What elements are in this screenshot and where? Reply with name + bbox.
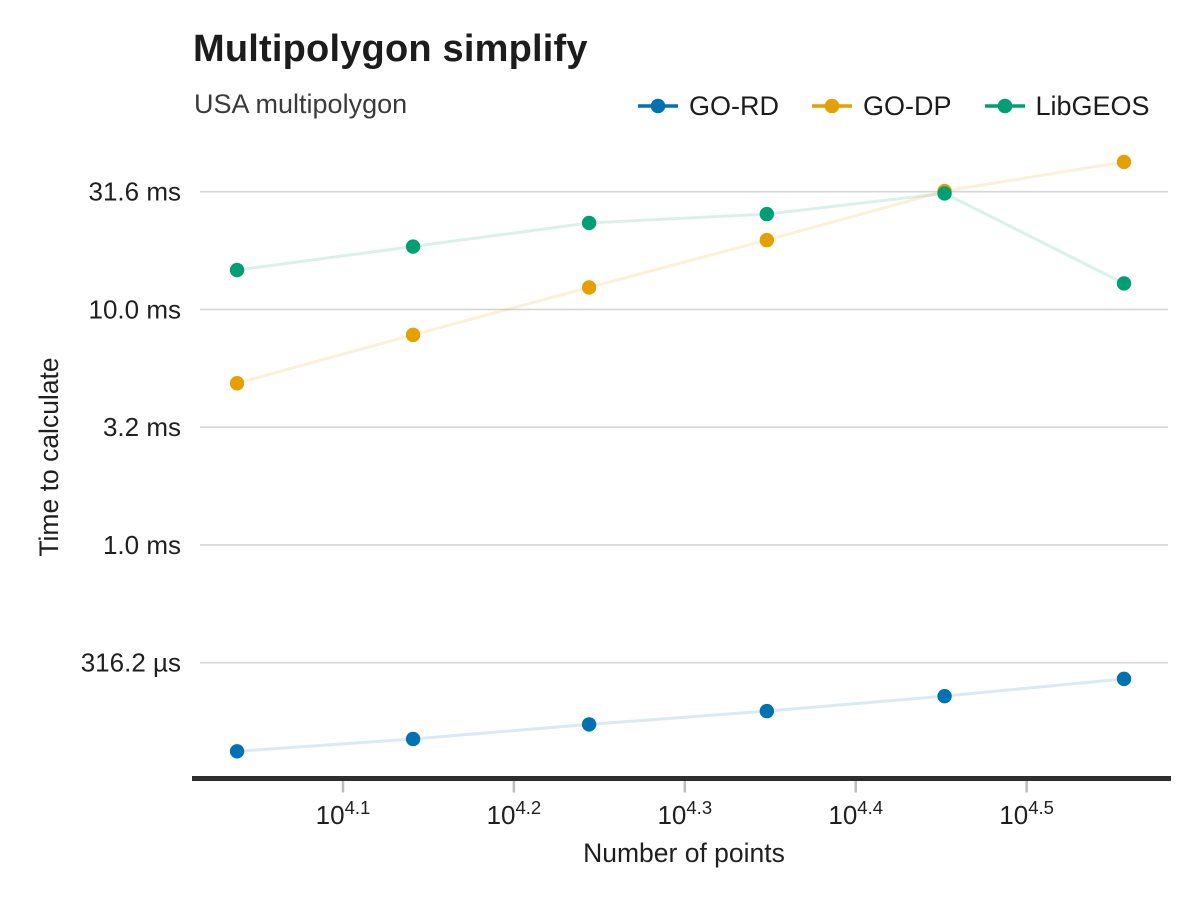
data-point-LibGEOS — [405, 239, 421, 254]
data-point-GO-DP — [1116, 154, 1132, 170]
y-tick-label: 316.2 µs — [81, 648, 181, 678]
legend-item-go-dp: GO-DP — [812, 91, 952, 122]
x-axis-title: Number of points — [583, 838, 785, 868]
legend-label: GO-DP — [863, 90, 952, 121]
legend-marker-icon — [638, 98, 678, 114]
series-line-GO-RD — [236, 677, 1125, 753]
data-point-LibGEOS — [229, 262, 245, 278]
data-point-GO-RD — [405, 731, 421, 747]
x-tick-label: 104.4 — [828, 797, 883, 830]
data-point-GO-DP — [581, 280, 597, 295]
data-point-GO-DP — [405, 327, 421, 343]
legend-label: LibGEOS — [1035, 90, 1150, 121]
data-point-GO-DP — [759, 232, 775, 248]
y-tick-label: 3.2 ms — [103, 412, 181, 442]
data-point-LibGEOS — [1116, 276, 1132, 291]
data-point-LibGEOS — [759, 206, 775, 222]
legend-item-libgeos: LibGEOS — [984, 90, 1150, 122]
series-line-LibGEOS — [236, 191, 1125, 285]
data-point-LibGEOS — [581, 215, 597, 231]
legend-marker-icon — [812, 98, 852, 114]
legend-item-go-rd: GO-RD — [638, 91, 779, 122]
x-tick-label: 104.5 — [999, 797, 1054, 830]
y-tick-label: 1.0 ms — [103, 530, 181, 560]
data-point-GO-RD — [229, 744, 245, 759]
data-point-GO-DP — [229, 376, 245, 391]
series-line-GO-DP — [236, 160, 1125, 385]
legend-label: GO-RD — [689, 90, 779, 121]
data-point-GO-RD — [759, 703, 775, 719]
x-tick-label: 104.2 — [487, 797, 542, 830]
data-point-GO-RD — [581, 717, 597, 732]
data-point-GO-RD — [937, 688, 952, 704]
data-point-GO-RD — [1116, 671, 1132, 687]
data-point-LibGEOS — [937, 186, 952, 201]
legend-marker-icon — [984, 98, 1025, 114]
x-tick-label: 104.1 — [316, 797, 371, 830]
y-tick-label: 10.0 ms — [89, 294, 182, 324]
chart-subtitle: USA multipolygon — [194, 89, 408, 119]
x-tick-label: 104.3 — [657, 797, 712, 830]
chart-title: Multipolygon simplify — [193, 28, 588, 70]
y-tick-label: 31.6 ms — [89, 177, 182, 207]
legend: GO-RD GO-DP LibGEOS — [638, 90, 1150, 122]
y-axis-title: Time to calculate — [34, 357, 64, 556]
